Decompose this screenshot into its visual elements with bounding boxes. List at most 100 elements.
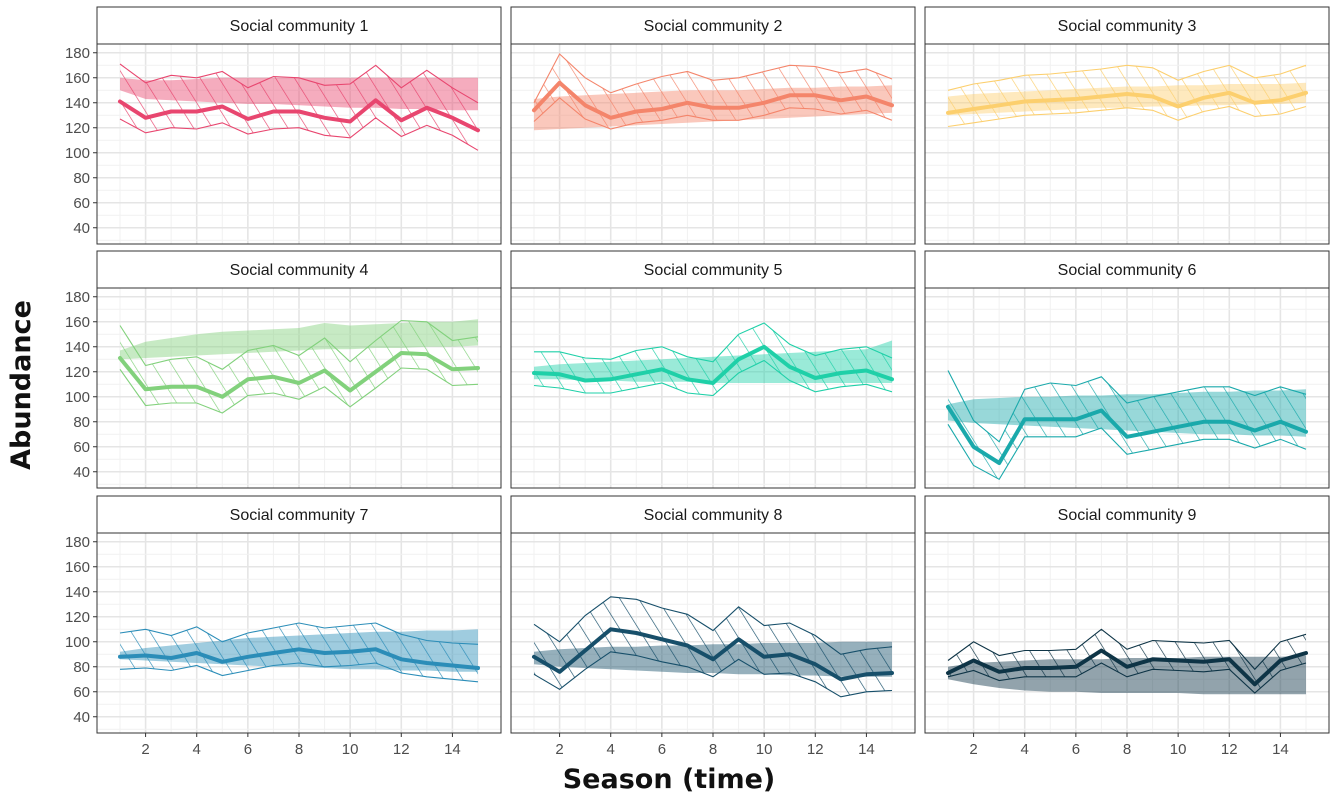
x-tick-label: 2 (555, 741, 563, 758)
panel: Social community 5 (510, 250, 916, 489)
facet-title: Social community 4 (230, 262, 369, 279)
x-tick-label: 4 (607, 741, 615, 758)
hatched-interval (120, 623, 478, 682)
x-tick-label: 10 (756, 741, 773, 758)
x-tick-label: 12 (1221, 741, 1238, 758)
y-tick-label: 40 (73, 220, 90, 237)
y-tick-label: 40 (73, 464, 90, 481)
hatched-interval (948, 629, 1306, 693)
mean-line (118, 647, 480, 670)
interval-upper-line (947, 628, 1307, 671)
y-tick-label: 140 (65, 95, 90, 112)
x-tick-label: 14 (1272, 741, 1289, 758)
facet-title: Social community 3 (1058, 18, 1197, 35)
x-tick-label: 6 (244, 741, 252, 758)
panel: Social community 9 2 4 6 8 10 12 14 (924, 495, 1330, 758)
y-tick-label: 80 (73, 170, 90, 187)
x-tick-label: 4 (1021, 741, 1029, 758)
facet-title: Social community 6 (1058, 262, 1197, 279)
panel: Social community 2 (510, 6, 916, 245)
interval-lower-line (533, 97, 893, 130)
panel-border (924, 43, 1330, 245)
y-tick-label: 120 (65, 120, 90, 137)
facet-title: Social community 9 (1058, 507, 1197, 524)
y-tick-label: 160 (65, 314, 90, 331)
y-tick-label: 120 (65, 364, 90, 381)
y-tick-label: 100 (65, 145, 90, 162)
y-tick-label: 120 (65, 609, 90, 626)
y-tick-label: 140 (65, 339, 90, 356)
mean-line (946, 90, 1308, 115)
interval-upper-line (947, 370, 1307, 443)
interval-upper-line (533, 596, 893, 655)
interval-lower-line (119, 117, 479, 151)
y-tick-label: 160 (65, 559, 90, 576)
y-tick-label: 40 (73, 709, 90, 726)
panel: Social community 3 (924, 6, 1330, 245)
interval-upper-line (119, 63, 479, 104)
mean-line (118, 351, 480, 399)
panel-border (96, 43, 502, 245)
y-tick-label: 80 (73, 659, 90, 676)
interval-upper-line (119, 319, 479, 370)
facet-title: Social community 7 (230, 507, 369, 524)
x-tick-label: 6 (658, 741, 666, 758)
x-tick-label: 4 (193, 741, 201, 758)
x-tick-label: 12 (393, 741, 410, 758)
x-tick-label: 8 (1123, 741, 1131, 758)
y-tick-label: 140 (65, 584, 90, 601)
x-tick-label: 2 (141, 741, 149, 758)
hatched-interval (534, 596, 892, 697)
panel-border (924, 287, 1330, 489)
facet-title: Social community 8 (644, 507, 783, 524)
panel-border (510, 287, 916, 489)
hatched-interval (534, 54, 892, 129)
x-tick-label: 2 (969, 741, 977, 758)
facet-strip (96, 250, 502, 289)
panel-border (96, 287, 502, 489)
panel: Social community 8 2 4 6 8 10 12 14 (510, 495, 916, 758)
y-tick-label: 60 (73, 195, 90, 212)
y-tick-label: 60 (73, 439, 90, 456)
y-tick-label: 180 (65, 534, 90, 551)
interval-upper-line (947, 64, 1307, 91)
x-tick-label: 10 (1170, 741, 1187, 758)
x-tick-label: 6 (1072, 741, 1080, 758)
facet-strip (924, 250, 1330, 289)
interval-upper-line (534, 322, 893, 363)
facet-title: Social community 5 (644, 262, 783, 279)
x-tick-label: 10 (342, 741, 359, 758)
y-tick-label: 80 (73, 414, 90, 431)
mean-line (946, 648, 1308, 687)
panel: Social community 6 (924, 250, 1330, 489)
shaded-interval (120, 319, 478, 360)
interval-lower-line (533, 359, 893, 397)
facet-strip (510, 6, 916, 45)
x-tick-label: 14 (444, 741, 461, 758)
x-axis-title: Season (time) (563, 764, 776, 795)
facet-strip (96, 6, 502, 45)
interval-lower-line (533, 651, 893, 698)
facet-strip (510, 495, 916, 534)
facet-strip (510, 250, 916, 289)
y-tick-label: 100 (65, 389, 90, 406)
hatched-interval (120, 64, 478, 151)
interval-upper-line (119, 622, 479, 645)
panel: Social community 4 40 60 80 100 120 140 160 180 (65, 250, 502, 489)
y-tick-label: 180 (65, 45, 90, 62)
y-tick-label: 60 (73, 684, 90, 701)
interval-lower-line (947, 662, 1307, 694)
panel-border (510, 43, 916, 245)
x-tick-label: 14 (858, 741, 875, 758)
mean-line (532, 627, 894, 682)
facet-title: Social community 2 (644, 18, 783, 35)
x-tick-label: 8 (295, 741, 303, 758)
panel: Social community 7 40 60 80 100 120 140 160 180 2… (65, 495, 502, 758)
hatched-interval (948, 370, 1306, 480)
interval-upper-line (533, 53, 893, 104)
interval-lower-line (947, 105, 1307, 128)
mean-line (532, 344, 894, 385)
mean-line (118, 98, 480, 133)
y-axis-title: Abundance (6, 300, 37, 470)
